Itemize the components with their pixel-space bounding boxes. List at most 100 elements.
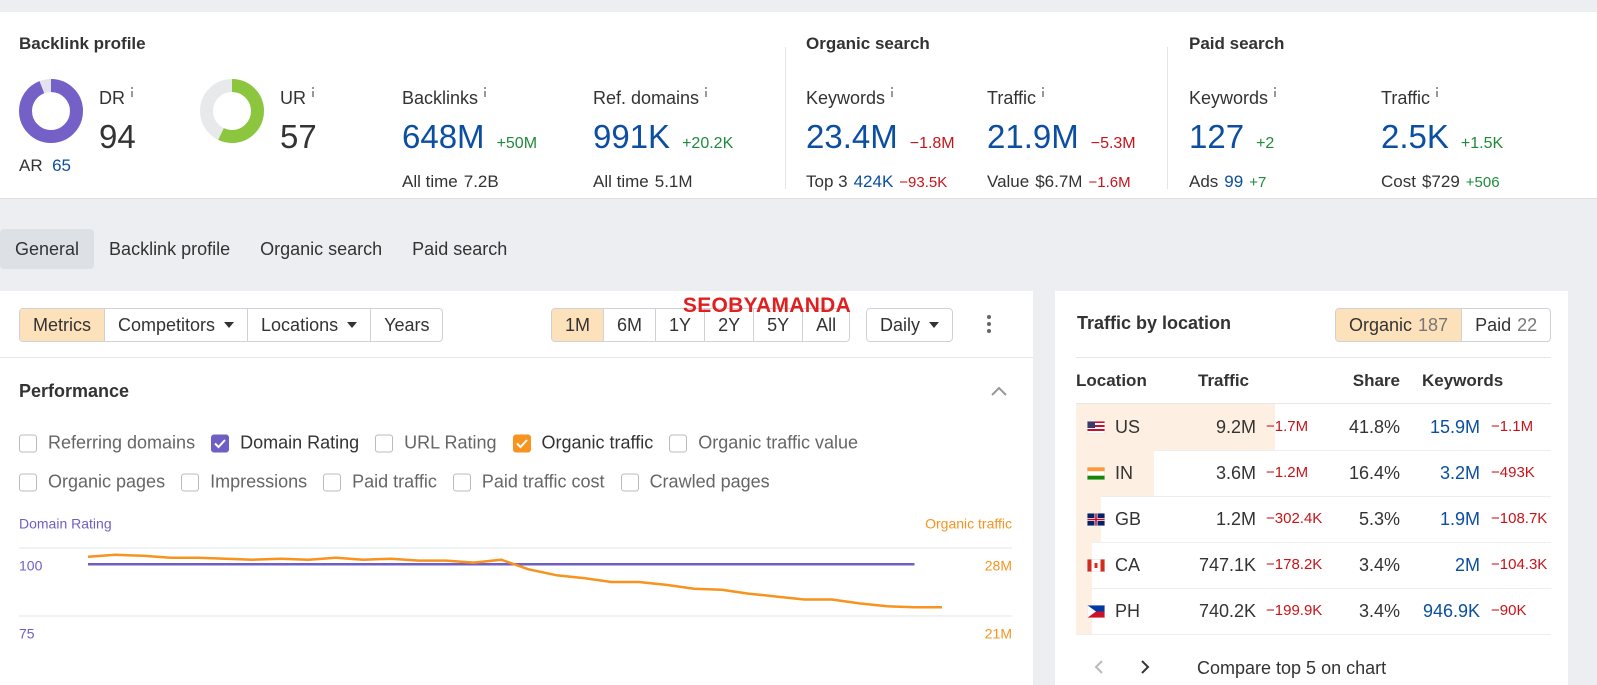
toggle-button[interactable]: Organic 187 — [1336, 309, 1462, 341]
summary-card: Backlink profile Organic search Paid sea… — [0, 12, 1597, 199]
collapse-toggle[interactable] — [991, 386, 1007, 396]
section-title: Organic search — [806, 34, 930, 53]
info-icon — [312, 87, 314, 97]
metric: Traffic 2.5K +1.5K Cost $729 +506 — [1381, 87, 1503, 192]
checkbox-box — [181, 473, 200, 491]
more-menu[interactable] — [986, 314, 992, 334]
divider — [1167, 47, 1168, 189]
traffic-change: −178.2K — [1266, 556, 1323, 573]
info-stem — [312, 91, 314, 97]
flag-part — [1087, 611, 1105, 618]
change: +20.2K — [682, 135, 734, 152]
metric-value: 57 — [280, 118, 317, 158]
info-icon — [1436, 87, 1439, 97]
checkbox[interactable]: Organic traffic value — [669, 433, 858, 454]
share: 41.8% — [1348, 417, 1400, 437]
info-stem — [1436, 91, 1439, 97]
interval-button[interactable]: Daily — [867, 309, 952, 341]
checkbox[interactable]: Referring domains — [19, 433, 195, 454]
ar-label: AR — [19, 156, 43, 175]
metric: Backlinks 648M +50M All time 7.2B — [402, 87, 537, 192]
flag — [1087, 559, 1105, 572]
checkbox[interactable]: Organic traffic — [512, 433, 653, 454]
value: 23.4M — [806, 118, 898, 155]
view-button[interactable]: Locations — [247, 309, 370, 341]
range-button[interactable]: 1M — [552, 309, 604, 341]
keywords-change: −90K — [1491, 602, 1527, 619]
change: +2 — [1256, 135, 1275, 152]
checkbox[interactable]: Impressions — [181, 472, 307, 493]
info-dot — [705, 87, 708, 89]
country: PH — [1115, 601, 1141, 621]
column-header: Share — [1352, 371, 1400, 390]
checkbox[interactable]: URL Rating — [375, 432, 497, 454]
range-button[interactable]: All — [802, 309, 849, 341]
prev-arrow[interactable] — [1094, 660, 1103, 674]
tab[interactable]: Paid search — [412, 239, 508, 259]
checkbox[interactable]: Organic pages — [19, 472, 165, 493]
tab[interactable]: General — [0, 229, 95, 269]
dot — [987, 315, 991, 319]
checkbox[interactable]: Crawled pages — [620, 472, 770, 493]
view-button[interactable]: Competitors — [104, 309, 247, 341]
view-label: Locations — [261, 315, 339, 335]
view-button[interactable]: Metrics — [20, 309, 104, 341]
sub-label: Cost — [1381, 172, 1416, 191]
traffic-change: −1.2M — [1266, 464, 1309, 481]
row-divider — [1076, 634, 1551, 635]
info-stem — [891, 91, 894, 97]
section-title: Backlink profile — [19, 34, 146, 53]
compare-link: Compare top 5 on chart — [1197, 658, 1387, 678]
row-divider — [1076, 496, 1551, 497]
tab[interactable]: Backlink profile — [109, 239, 231, 259]
caret — [929, 322, 940, 328]
country: IN — [1115, 463, 1133, 483]
sub-change: +506 — [1465, 174, 1500, 191]
metric-value: 2.5K +1.5K — [1381, 118, 1503, 158]
watermark: SEOBYAMANDA — [682, 294, 852, 317]
performance-panel — [0, 291, 1033, 685]
share-bar — [1076, 404, 1275, 450]
change: −1.8M — [909, 135, 955, 152]
value: 127 — [1189, 118, 1245, 155]
value: 2.5K — [1381, 118, 1449, 155]
metric-label: UR — [280, 87, 317, 112]
label: Backlinks — [402, 88, 479, 108]
info-icon — [705, 87, 708, 97]
traffic-change: −1.7M — [1266, 418, 1309, 435]
checkbox-label: Impressions — [210, 471, 308, 492]
info-icon — [891, 87, 894, 97]
traffic: 747.1K — [1198, 555, 1256, 575]
toggle-button[interactable]: Paid 22 — [1461, 309, 1550, 341]
label: DR — [99, 88, 125, 108]
donut-arc — [19, 79, 83, 143]
flag-part — [1087, 425, 1105, 427]
metric-sub: Top 3 424K −93.5K — [806, 172, 955, 192]
divider — [1076, 357, 1551, 358]
traffic-change: −199.9K — [1266, 602, 1323, 619]
checkbox[interactable]: Paid traffic — [323, 472, 437, 493]
checkbox-label: URL Rating — [404, 432, 497, 453]
next-arrow[interactable] — [1141, 660, 1150, 674]
label: Traffic — [1381, 88, 1431, 108]
range-switch: 1M 6M 1Y 2Y 5Y All — [551, 308, 851, 342]
checkbox-label: Paid traffic — [352, 471, 437, 492]
view-label: Competitors — [118, 315, 216, 335]
y2-axis-title: Organic traffic — [925, 516, 1012, 532]
checkmark — [214, 438, 226, 448]
tab[interactable]: Organic search — [260, 239, 383, 259]
view-label: Years — [384, 315, 430, 335]
metric-label: Backlinks — [402, 87, 537, 112]
checkbox[interactable]: Paid traffic cost — [452, 472, 605, 493]
range-button[interactable]: 1Y — [655, 309, 704, 341]
donut — [200, 79, 264, 143]
chevron — [991, 386, 1007, 396]
range-button[interactable]: 2Y — [704, 309, 753, 341]
range-button[interactable]: 6M — [603, 309, 655, 341]
checkbox-box — [19, 434, 37, 452]
checkbox[interactable]: Domain Rating — [211, 433, 359, 454]
divider — [0, 357, 1033, 358]
range-button[interactable]: 5Y — [753, 309, 802, 341]
keywords: 3.2M — [1439, 463, 1480, 483]
view-button[interactable]: Years — [370, 309, 442, 341]
